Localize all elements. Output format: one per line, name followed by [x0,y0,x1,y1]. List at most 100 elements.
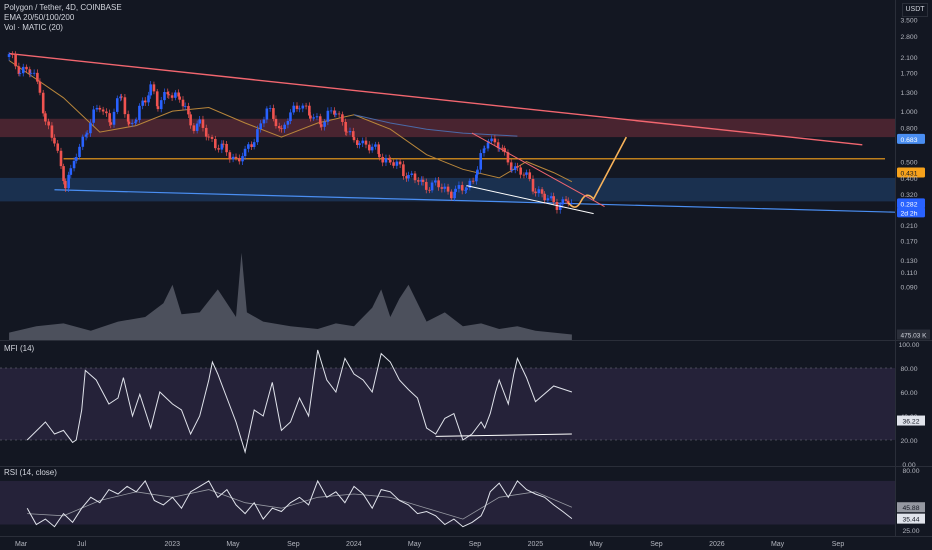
candle-body [364,140,368,145]
candle-body [540,189,544,194]
candle-body [44,113,47,122]
candle-body [531,178,535,192]
mfi-tick-label: 0.00 [902,462,915,469]
currency-label[interactable]: USDT [902,3,928,17]
candle-body [424,181,428,190]
candle-body [421,179,425,182]
candle-body [370,146,374,151]
candle-body [115,98,119,112]
candle-body [274,118,278,127]
candle-body [72,160,76,169]
price-axis-badge [897,198,925,209]
candle-body [509,162,513,171]
candle-body [378,154,381,157]
candle-body [416,180,420,182]
time-tick-label: Sep [469,541,482,548]
candle-body [561,199,565,205]
ema-line-0 [8,60,573,183]
candle-body [268,108,272,109]
candle-body [18,73,22,74]
candle-body [367,144,371,151]
candle-body [25,66,28,70]
candle-body [59,150,63,167]
rsi-title: RSI (14, close) [4,468,57,477]
candle-body [234,156,238,159]
price-tick-label: 2.800 [900,34,917,41]
candle-body [207,136,211,138]
candle-body [108,113,111,123]
candle-body [243,148,247,157]
candle-body [344,121,347,132]
candle-body [471,180,475,182]
candle-body [220,143,224,150]
candle-body [528,172,532,179]
candle-body [250,144,253,147]
candle-body [143,100,147,103]
candle-body [262,119,266,124]
time-tick-label: Sep [650,541,663,548]
candle-body [53,137,56,144]
candle-body [525,172,528,175]
candle-body [85,133,89,135]
candle-body [558,204,562,210]
volume-last-label: 475.03 K [900,332,927,339]
candle-body [156,106,160,110]
candle-body [259,123,262,130]
candle-body [355,140,359,145]
candle-body [119,96,122,99]
candle-body [105,111,108,114]
candle-body [272,108,275,119]
candle-body [101,109,105,112]
candle-body [204,127,208,137]
price-tick-label: 0.170 [900,238,917,245]
candle-body [283,124,286,130]
candle-body [187,106,190,115]
price-axis-badge [897,167,925,178]
candle-body [170,95,174,98]
mfi-last-label: 36.22 [902,419,919,426]
candle-body [149,84,152,96]
candle-body [543,193,546,201]
time-tick-label: Mar [15,541,28,548]
projection-path [567,136,628,208]
candle-body [252,142,256,147]
volume-legend: Vol · MATIC (20) [4,23,63,32]
candle-body [482,148,486,154]
candle-body [298,108,301,110]
price-tick-label: 0.110 [901,270,918,277]
candle-body [410,173,414,175]
candle-body [506,152,510,163]
candle-body [198,119,201,124]
candle-body [430,182,434,191]
candle-body [516,166,519,168]
candle-body [126,114,130,122]
candle-body [351,131,355,138]
time-tick-label: 2026 [709,541,725,548]
mfi-band [0,368,895,440]
candle-body [475,174,478,182]
candle-body [214,138,217,149]
candle-body [420,179,423,182]
time-tick-label: May [589,541,603,548]
candle-body [127,121,131,124]
price-tick-label: 3.500 [900,18,917,25]
candle-body [564,199,568,201]
candle-body [231,156,235,160]
candle-body [56,143,60,151]
price-divergence-line [466,185,594,215]
price-tick-label: 0.210 [900,223,917,230]
candle-body [120,96,123,98]
time-tick-label: May [771,541,785,548]
volume-area [9,252,572,340]
ema-line-1 [353,114,518,137]
candle-body [402,164,405,177]
candle-body [490,138,493,142]
time-tick-label: Sep [287,541,300,548]
candle-body [163,92,166,101]
candle-body [304,105,308,107]
price-tick-label: 1.300 [900,90,917,97]
time-tick-label: Sep [832,541,845,548]
candle-body [89,122,92,134]
candle-body [152,84,156,92]
